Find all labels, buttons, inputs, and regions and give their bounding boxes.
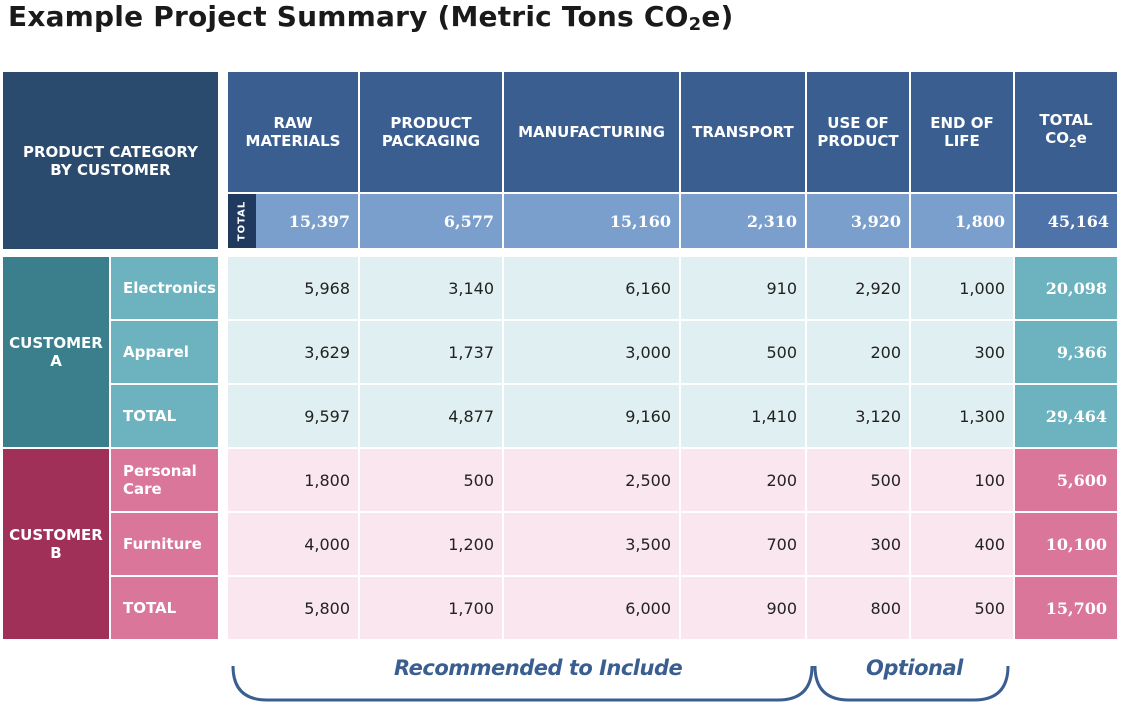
row-total: 10,100 [1015, 513, 1117, 575]
category-label: Furniture [111, 513, 218, 575]
total-row-value: 2,310 [681, 194, 805, 248]
table-cell: 1,300 [911, 385, 1013, 447]
total-row-value: 15,397 [256, 194, 358, 248]
total-row-value: 3,920 [807, 194, 909, 248]
table-cell: 200 [807, 321, 909, 383]
row-total: 9,366 [1015, 321, 1117, 383]
category-label: TOTAL [111, 385, 218, 447]
total-row-value: 6,577 [360, 194, 502, 248]
table-cell: 1,700 [360, 577, 502, 639]
column-header: MANUFACTURING [504, 72, 679, 192]
table-cell: 4,000 [228, 513, 358, 575]
table-cell: 6,000 [504, 577, 679, 639]
row-total: 15,700 [1015, 577, 1117, 639]
table-cell: 500 [911, 577, 1013, 639]
table-cell: 800 [807, 577, 909, 639]
table-cell: 500 [807, 449, 909, 511]
customer-label: CUSTOMER A [3, 257, 109, 447]
table-cell: 1,800 [228, 449, 358, 511]
column-header: PRODUCT PACKAGING [360, 72, 502, 192]
table-cell: 9,160 [504, 385, 679, 447]
category-label: Electronics [111, 257, 218, 319]
column-header: TRANSPORT [681, 72, 805, 192]
table-cell: 1,410 [681, 385, 805, 447]
total-row-label: TOTAL [228, 194, 256, 248]
optional-label: Optional [866, 656, 963, 680]
recommended-label: Recommended to Include [394, 656, 683, 680]
corner-header: PRODUCT CATEGORY BY CUSTOMER [3, 72, 218, 249]
table-cell: 300 [911, 321, 1013, 383]
table-cell: 3,000 [504, 321, 679, 383]
column-header: END OF LIFE [911, 72, 1013, 192]
table-cell: 3,500 [504, 513, 679, 575]
total-row-value: 15,160 [504, 194, 679, 248]
grand-total-value: 45,164 [1015, 194, 1117, 248]
row-total: 20,098 [1015, 257, 1117, 319]
table-cell: 4,877 [360, 385, 502, 447]
table-cell: 1,200 [360, 513, 502, 575]
column-header-total: TOTAL CO2e [1015, 72, 1117, 192]
table-cell: 900 [681, 577, 805, 639]
table-cell: 500 [360, 449, 502, 511]
category-label: Personal Care [111, 449, 218, 511]
page-title: Example Project Summary (Metric Tons CO2… [8, 0, 734, 35]
category-label: Apparel [111, 321, 218, 383]
table-cell: 910 [681, 257, 805, 319]
table-cell: 100 [911, 449, 1013, 511]
table-cell: 5,800 [228, 577, 358, 639]
table-cell: 500 [681, 321, 805, 383]
column-header: RAW MATERIALS [228, 72, 358, 192]
column-header: USE OF PRODUCT [807, 72, 909, 192]
table-cell: 6,160 [504, 257, 679, 319]
customer-label: CUSTOMER B [3, 449, 109, 639]
table-cell: 9,597 [228, 385, 358, 447]
table-cell: 3,140 [360, 257, 502, 319]
table-cell: 2,920 [807, 257, 909, 319]
table-cell: 5,968 [228, 257, 358, 319]
table-cell: 400 [911, 513, 1013, 575]
table-cell: 3,120 [807, 385, 909, 447]
table-cell: 700 [681, 513, 805, 575]
table-cell: 200 [681, 449, 805, 511]
table-cell: 1,737 [360, 321, 502, 383]
table-cell: 3,629 [228, 321, 358, 383]
table-cell: 300 [807, 513, 909, 575]
row-total: 29,464 [1015, 385, 1117, 447]
row-total: 5,600 [1015, 449, 1117, 511]
table-cell: 1,000 [911, 257, 1013, 319]
table-cell: 2,500 [504, 449, 679, 511]
category-label: TOTAL [111, 577, 218, 639]
total-row-value: 1,800 [911, 194, 1013, 248]
